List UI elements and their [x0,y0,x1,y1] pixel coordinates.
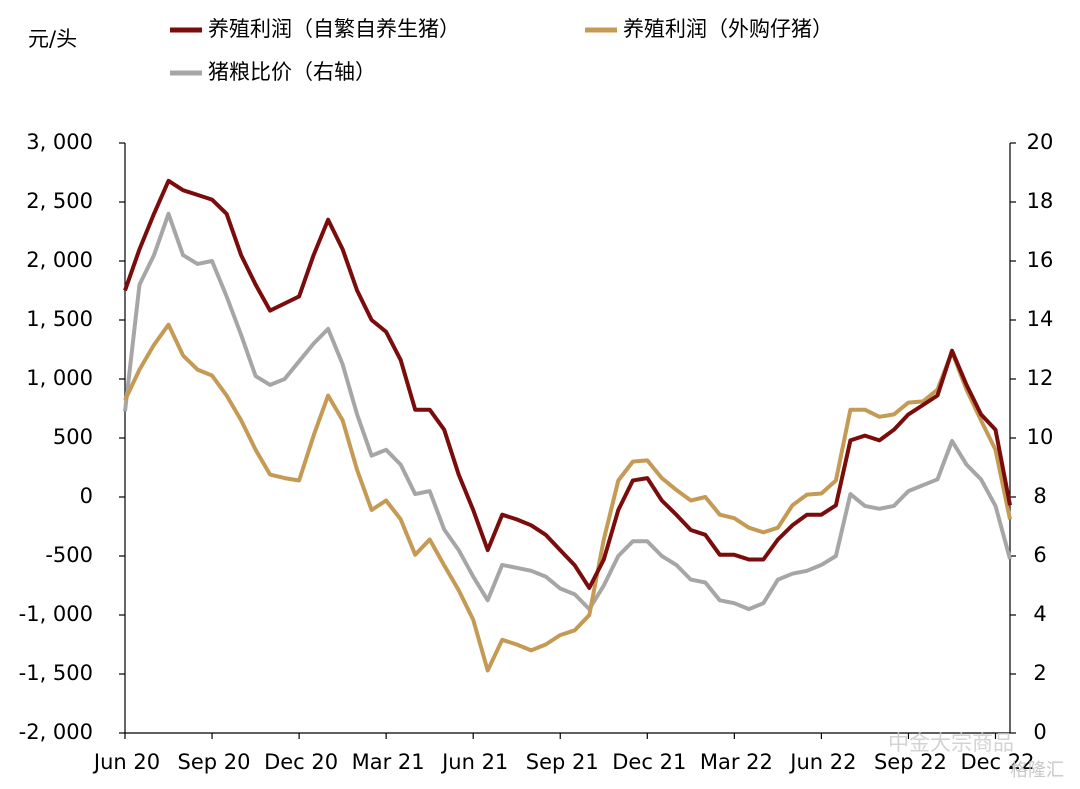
y-tick-label: 1, 500 [26,307,93,331]
series-line [123,178,1012,590]
y-tick-label: -2, 000 [19,720,93,744]
y2-tick-label: 2 [1033,661,1046,685]
y-tick-label: 3, 000 [26,130,93,154]
legend-label: 猪粮比价（右轴） [208,60,376,84]
y-tick-label: 2, 500 [26,189,93,213]
y-tick-label: -500 [45,543,93,567]
y-tick-label: 0 [80,484,93,508]
y2-tick-label: 6 [1033,543,1046,567]
x-tick-label: Dec 20 [264,750,338,774]
y2-tick-label: 0 [1033,720,1046,744]
y-axis-label: 元/头 [28,27,77,51]
y-tick-label: 500 [53,425,93,449]
y2-tick-label: 16 [1027,248,1054,272]
x-tick-label: Sep 21 [526,750,599,774]
y-tick-label: 1, 000 [26,366,93,390]
watermark: 格隆汇 [1010,760,1064,781]
watermark: 中金大宗商品 [888,731,1014,755]
y-tick-label: -1, 000 [19,602,93,626]
x-tick-label: Sep 20 [178,750,251,774]
x-tick-label: Jun 20 [92,750,160,774]
x-tick-label: Sep 22 [874,750,947,774]
y2-tick-label: 8 [1033,484,1046,508]
y-tick-label: -1, 500 [19,661,93,685]
x-tick-label: Jun 21 [440,750,508,774]
x-tick-label: Dec 21 [612,750,686,774]
x-tick-label: Mar 22 [700,750,773,774]
y2-tick-label: 12 [1027,366,1054,390]
x-tick-label: Dec 22 [960,750,1034,774]
x-tick-label: Mar 21 [352,750,425,774]
legend-label: 养殖利润（自繁自养生猪） [208,17,460,41]
y-tick-label: 2, 000 [26,248,93,272]
y2-tick-label: 10 [1027,425,1054,449]
y2-tick-label: 14 [1027,307,1054,331]
legend-label: 养殖利润（外购仔猪） [623,17,833,41]
y2-tick-label: 20 [1027,130,1054,154]
y2-tick-label: 18 [1027,189,1054,213]
series-line [123,322,1012,673]
series-line [123,211,1012,612]
y2-tick-label: 4 [1033,602,1046,626]
x-tick-label: Jun 22 [788,750,856,774]
